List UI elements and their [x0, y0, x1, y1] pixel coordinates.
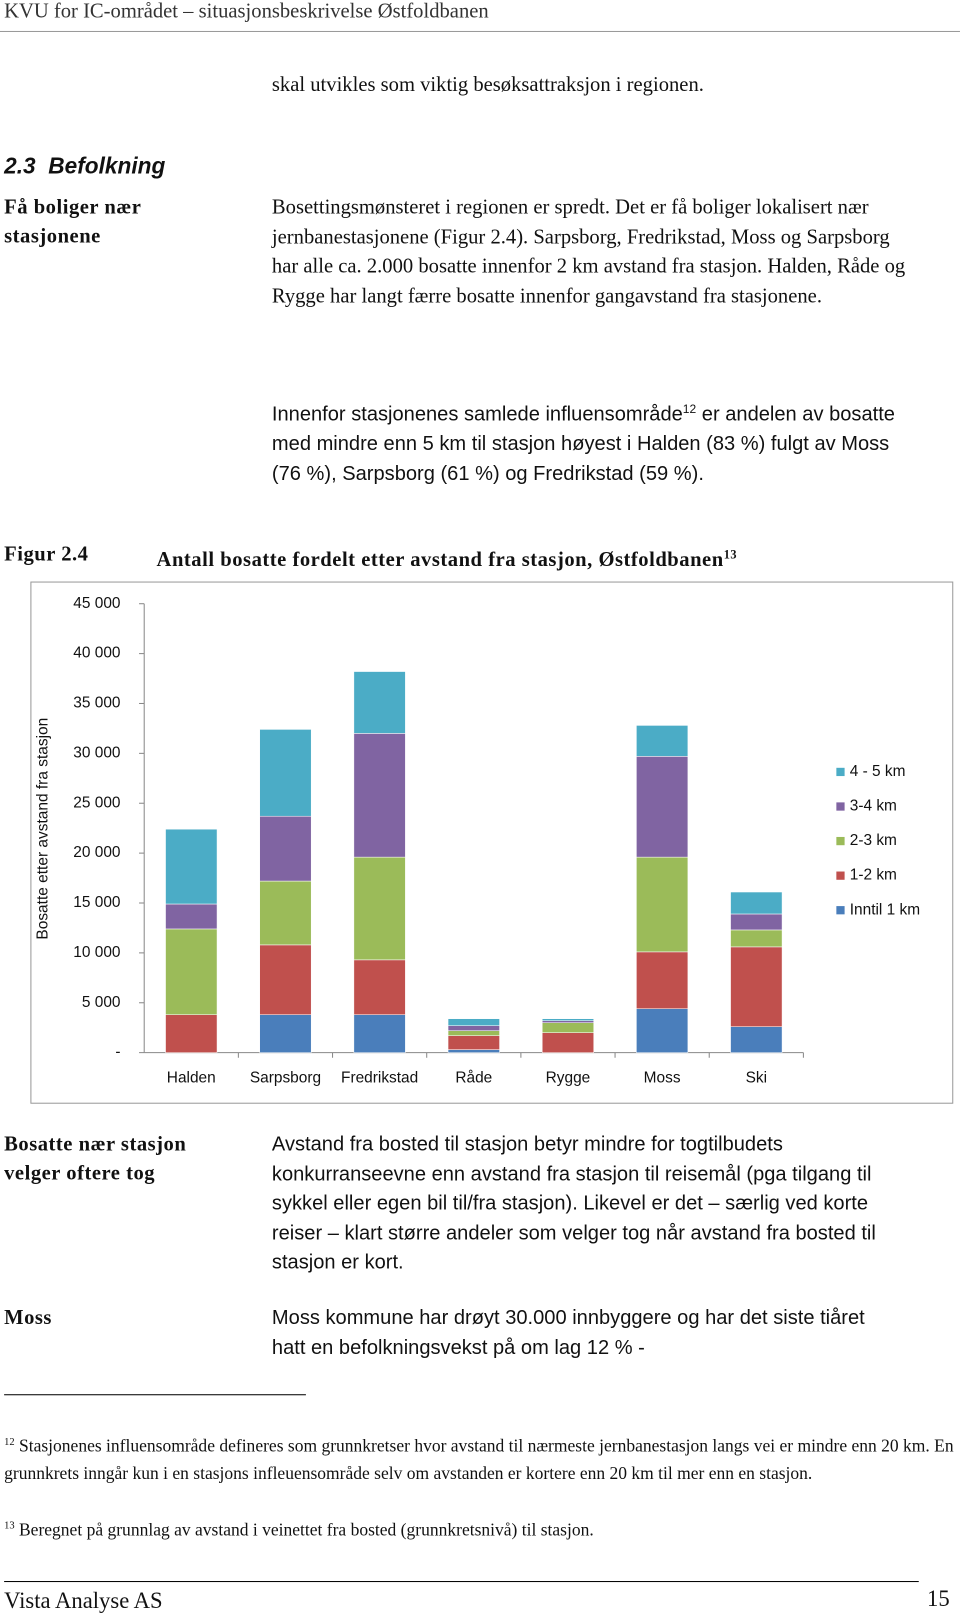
bar-segment [259, 815, 312, 882]
bar-segment [541, 1022, 594, 1033]
chart-border [30, 581, 954, 1104]
y-tick-label: 35 000 [73, 695, 120, 712]
bar-segment [165, 1014, 218, 1053]
y-tick-label: - [115, 1044, 120, 1061]
y-axis-label: Bosatte etter avstand fra stasjon [34, 718, 51, 940]
bar-segment [730, 929, 783, 948]
x-tick-label: Sarpsborg [250, 1070, 321, 1087]
bar-segment [353, 733, 406, 858]
side-label: Bosatte nær stasjon velger oftere tog [4, 1133, 187, 1185]
bar-segment [165, 828, 218, 905]
bar-segment [447, 1018, 500, 1026]
footnote: 12 Stasjonenes influensområde defineres … [4, 1429, 957, 1486]
legend-swatch [836, 836, 845, 846]
bar-segment [636, 951, 689, 1010]
footer-publisher: Vista Analyse AS [4, 1587, 163, 1614]
legend-label: Inntil 1 km [850, 901, 920, 918]
x-tick-label: Moss [644, 1070, 681, 1087]
chart-title: Antall bosatte fordelt etter avstand fra… [156, 548, 724, 572]
footnote-ref: 13 [723, 546, 738, 562]
section-title: Befolkning [48, 152, 166, 179]
x-tick-label: Halden [167, 1070, 216, 1087]
text: Innenfor stasjonenes samlede influensomr… [271, 402, 683, 426]
chart: Bosatte etter avstand fra stasjon - 5 000… [30, 581, 954, 1104]
running-header: KVU for IC-området – situasjonsbeskrivel… [4, 0, 489, 23]
bar-segment [636, 756, 689, 858]
bar-segment [259, 1014, 312, 1053]
text: er andelen av bosatte med mindre enn 5 k… [271, 402, 895, 485]
side-label: Få boliger nær stasjonene [4, 196, 142, 248]
y-tick-label: 15 000 [73, 894, 120, 911]
header-rule [0, 30, 960, 32]
intro-text: skal utvikles som viktig besøksattraksjo… [271, 73, 704, 96]
bar-segment [447, 1030, 500, 1036]
paragraph: Bosettingsmønsteret i regionen er spredt… [271, 196, 906, 308]
bar-segment [353, 671, 406, 734]
bar-segment [730, 946, 783, 1027]
legend-swatch [836, 802, 845, 811]
footnote-text: Stasjonenes influensområde defineres som… [4, 1436, 954, 1483]
bar-segment [353, 856, 406, 961]
bar-segment [165, 903, 218, 930]
y-tick-label: 45 000 [73, 595, 120, 612]
y-tick-label: 30 000 [73, 744, 120, 761]
paragraph: Innenfor stasjonenes samlede influensomr… [272, 395, 916, 488]
bar-segment [353, 959, 406, 1015]
x-tick-label: Ski [746, 1070, 767, 1087]
legend-label: 4 - 5 km [850, 763, 906, 780]
footnote-number: 13 [4, 1520, 15, 1532]
section-number: 2.3 [4, 152, 36, 179]
legend-label: 1-2 km [850, 867, 897, 884]
paragraph: Moss kommune har drøyt 30.000 innbyggere… [271, 1306, 865, 1359]
bar-segment [730, 913, 783, 931]
legend-swatch [836, 767, 845, 777]
footnote-rule [4, 1394, 306, 1396]
legend-label: 3-4 km [850, 798, 897, 815]
bar-segment [541, 1020, 594, 1023]
side-label: Moss [4, 1306, 52, 1330]
bar-segment [636, 856, 689, 953]
bar-segment [541, 1032, 594, 1053]
bar-segment [636, 1008, 689, 1053]
bar-segment [165, 928, 218, 1015]
footnote-number: 12 [4, 1436, 15, 1448]
y-tick-label: 25 000 [73, 794, 120, 811]
legend-swatch [836, 871, 845, 880]
page-number: 15 [927, 1585, 950, 1611]
footnote-ref: 12 [682, 402, 697, 416]
y-tick-label: 40 000 [73, 645, 120, 662]
bar-segment [447, 1049, 500, 1053]
footnote-text: Beregnet på grunnlag av avstand i veinet… [18, 1519, 594, 1540]
y-tick-label: 10 000 [73, 944, 120, 961]
bar-segment [259, 729, 312, 817]
bar-segment [730, 1026, 783, 1053]
footer-rule [4, 1581, 919, 1583]
bar-segment [447, 1025, 500, 1031]
x-tick-label: Rygge [546, 1070, 591, 1087]
section-heading: 2.3 Befolkning [4, 153, 165, 180]
legend-label: 2-3 km [850, 832, 897, 849]
y-tick-label: 20 000 [73, 844, 120, 861]
x-tick-label: Råde [455, 1070, 492, 1087]
bar-segment [259, 880, 312, 946]
bar-segment [636, 725, 689, 757]
paragraph: Avstand fra bosted til stasjon betyr min… [271, 1133, 876, 1274]
x-tick-label: Fredrikstad [341, 1070, 418, 1087]
bar-segment [447, 1035, 500, 1050]
legend-swatch [836, 906, 845, 915]
y-tick-label: 5 000 [82, 994, 121, 1011]
bar-segment [353, 1014, 406, 1053]
figure-title: Antall bosatte fordelt etter avstand fra… [157, 540, 738, 575]
bar-segment [541, 1018, 594, 1021]
bar-segment [259, 944, 312, 1015]
footnote: 13 Beregnet på grunnlag av avstand i vei… [4, 1513, 957, 1544]
bar-segment [730, 891, 783, 915]
figure-label: Figur 2.4 [4, 542, 89, 566]
